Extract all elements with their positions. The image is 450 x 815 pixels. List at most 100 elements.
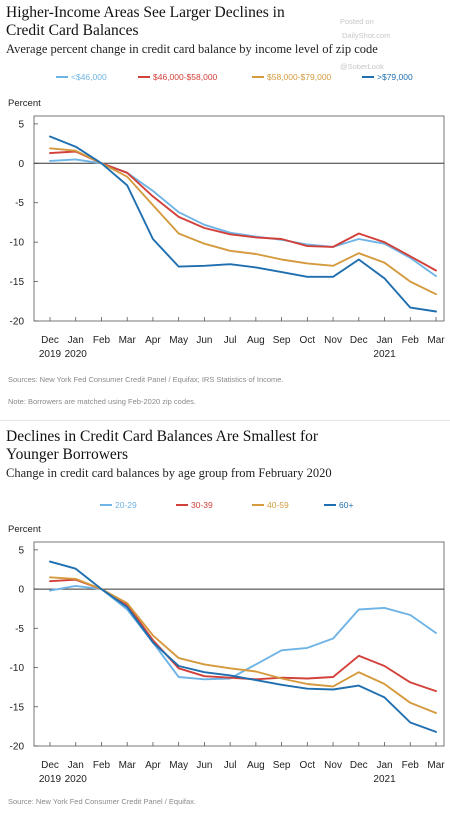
- x-tick-label: Feb: [93, 335, 111, 346]
- x-tick-label: Apr: [145, 335, 161, 346]
- x-tick-label: May: [169, 760, 188, 771]
- watermark: Posted on DailyShot.com @SoberLook: [340, 16, 390, 72]
- legend-item: 40-59: [252, 500, 289, 510]
- x-tick-label: Feb: [402, 760, 420, 771]
- x-tick-label: Mar: [119, 335, 137, 346]
- x-tick-label: May: [169, 335, 188, 346]
- watermark-line-2: DailyShot.com: [342, 31, 391, 40]
- x-year-label: 2020: [65, 774, 88, 785]
- legend-label: >$79,000: [377, 72, 413, 82]
- x-tick-label: Dec: [350, 760, 368, 771]
- legend-label: 30-39: [191, 500, 213, 510]
- x-tick-label: Jul: [224, 760, 237, 771]
- chart-title: Declines in Credit Card Balances Are Sma…: [6, 428, 319, 463]
- y-tick-label: 5: [18, 119, 24, 130]
- legend-swatch: [100, 504, 112, 506]
- series-line: [49, 158, 437, 278]
- series-line: [49, 560, 437, 733]
- y-tick-label: -15: [10, 702, 25, 713]
- chart-income: Percent 5 0 -5 -10 -15 -20 Dec Jan Feb Mar Apr May Ju…: [8, 98, 445, 360]
- series-line: [49, 147, 437, 296]
- legend-item: 20-29: [100, 500, 137, 510]
- watermark-line-1: Posted on: [340, 17, 374, 26]
- x-year-label: 2020: [65, 349, 88, 360]
- series-line: [49, 578, 437, 693]
- x-tick-label: Jul: [224, 335, 237, 346]
- legend-item: $58,000-$79,000: [252, 72, 331, 82]
- x-tick-label: Dec: [350, 335, 368, 346]
- x-tick-label: Dec: [41, 760, 59, 771]
- x-tick-label: Sep: [273, 760, 291, 771]
- legend-label: <$46,000: [71, 72, 107, 82]
- x-tick-label: Apr: [145, 760, 161, 771]
- y-tick-label: -15: [10, 277, 25, 288]
- watermark-line-3: @SoberLook: [340, 62, 384, 71]
- y-axis-label: Percent: [8, 524, 41, 535]
- y-tick-label: -20: [10, 317, 25, 328]
- legend-label: $46,000-$58,000: [153, 72, 218, 82]
- y-tick-label: -10: [10, 663, 25, 674]
- y-tick-label: 5: [18, 545, 24, 556]
- divider: [0, 420, 450, 421]
- legend-swatch: [176, 504, 188, 506]
- x-tick-label: Mar: [427, 335, 445, 346]
- x-tick-label: Jun: [196, 760, 212, 771]
- legend-item: $46,000-$58,000: [138, 72, 217, 82]
- x-year-label: 2019: [39, 774, 62, 785]
- x-year-label: 2019: [39, 349, 62, 360]
- x-tick-label: Jan: [68, 760, 84, 771]
- series-line: [49, 135, 437, 313]
- legend-swatch: [252, 504, 264, 506]
- x-tick-label: Mar: [427, 760, 445, 771]
- plot-frame: [33, 541, 445, 747]
- legend-item: 30-39: [176, 500, 213, 510]
- x-tick-label: Dec: [41, 335, 59, 346]
- x-tick-label: Jan: [68, 335, 84, 346]
- x-tick-label: Sep: [273, 335, 291, 346]
- legend-swatch: [138, 76, 150, 78]
- x-tick-label: Feb: [93, 760, 111, 771]
- y-tick-label: 0: [18, 159, 24, 170]
- x-tick-label: Aug: [247, 760, 265, 771]
- legend-item: >$79,000: [362, 72, 413, 82]
- x-tick-label: Aug: [247, 335, 265, 346]
- legend-swatch: [252, 76, 264, 78]
- y-tick-label: -20: [10, 742, 25, 753]
- chart-subtitle: Average percent change in credit card ba…: [6, 42, 378, 56]
- y-axis-label: Percent: [8, 98, 41, 109]
- chart-note: Note: Borrowers are matched using Feb-20…: [8, 397, 197, 406]
- x-tick-label: Jan: [376, 335, 392, 346]
- x-tick-label: Mar: [119, 760, 137, 771]
- legend-swatch: [56, 76, 68, 78]
- plot-frame: [33, 115, 445, 322]
- chart-title: Higher-Income Areas See Larger Declines …: [6, 4, 285, 39]
- series-line: [49, 150, 437, 272]
- y-tick-label: -10: [10, 238, 25, 249]
- x-year-label: 2021: [373, 774, 396, 785]
- legend-item: 60+: [324, 500, 353, 510]
- x-tick-label: Jun: [196, 335, 212, 346]
- series-line: [49, 584, 437, 681]
- chart-panel-age: Declines in Credit Card Balances Are Sma…: [0, 428, 450, 481]
- legend-label: 40-59: [267, 500, 289, 510]
- legend-swatch: [324, 504, 336, 506]
- legend-swatch: [362, 76, 374, 78]
- x-tick-label: Feb: [402, 335, 420, 346]
- series-line: [49, 576, 437, 714]
- legend-label: 20-29: [115, 500, 137, 510]
- legend-label: $58,000-$79,000: [267, 72, 332, 82]
- x-year-label: 2021: [373, 349, 396, 360]
- chart-subtitle: Change in credit card balances by age gr…: [6, 466, 332, 480]
- x-tick-label: Jan: [376, 760, 392, 771]
- y-tick-label: 0: [18, 585, 24, 596]
- chart-sources: Source: New York Fed Consumer Credit Pan…: [8, 797, 197, 806]
- chart-sources: Sources: New York Fed Consumer Credit Pa…: [8, 375, 284, 384]
- chart-panel-income: Higher-Income Areas See Larger Declines …: [0, 4, 450, 57]
- y-tick-label: -5: [15, 624, 24, 635]
- x-tick-label: Nov: [324, 335, 342, 346]
- x-tick-label: Nov: [324, 760, 342, 771]
- legend-label: 60+: [339, 500, 354, 510]
- chart-age: Percent 5 0 -5 -10 -15 -20 Dec Jan Feb Mar Apr May Ju…: [8, 524, 445, 785]
- legend-item: <$46,000: [56, 72, 107, 82]
- y-tick-label: -5: [15, 198, 24, 209]
